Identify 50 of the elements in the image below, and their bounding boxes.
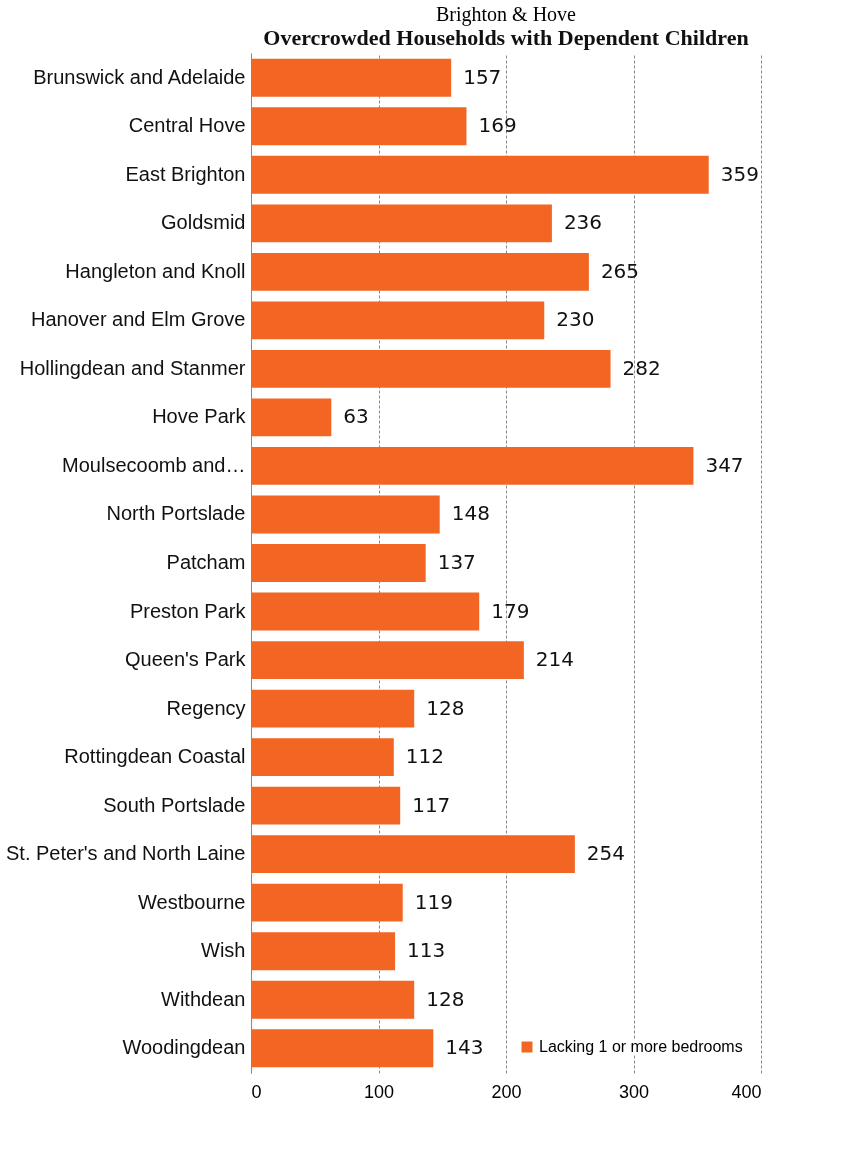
legend-label: Lacking 1 or more bedrooms: [539, 1038, 743, 1055]
y-tick-label: Rottingdean Coastal: [64, 745, 246, 768]
data-label: 179: [491, 598, 530, 623]
y-tick-label: Westbourne: [138, 890, 246, 913]
y-tick-label: Woodingdean: [122, 1036, 246, 1059]
x-tick-label: 200: [491, 1081, 522, 1102]
y-tick-label: Hove Park: [152, 405, 247, 428]
y-tick-label: Wish: [201, 939, 246, 962]
data-label: 143: [445, 1035, 484, 1060]
y-tick-label: Queen's Park: [124, 648, 247, 671]
data-label: 359: [720, 161, 759, 186]
data-label: 169: [478, 113, 517, 138]
y-tick-label: South Portslade: [103, 793, 246, 816]
data-label: 254: [586, 841, 626, 866]
y-tick-label: Moulsecoomb and…: [62, 453, 246, 476]
y-tick-label: Hanover and Elm Grove: [30, 308, 246, 331]
y-tick-label: St. Peter's and North Laine: [5, 842, 246, 865]
data-label: 137: [437, 550, 476, 574]
data-label: 113: [407, 938, 446, 963]
x-tick-label: 300: [618, 1081, 650, 1102]
y-tick-label: Brunswick and Adelaide: [33, 65, 246, 88]
y-tick-label: North Portslade: [106, 502, 246, 525]
y-tick-label: Goldsmid: [161, 211, 246, 234]
x-tick-label: 0: [251, 1081, 262, 1102]
chart-title: Brighton & Hove: [436, 3, 577, 26]
data-label: 236: [563, 210, 603, 235]
data-label: 347: [705, 452, 744, 477]
data-label: 230: [556, 307, 595, 332]
data-label: 117: [412, 792, 451, 817]
data-label: 148: [451, 501, 490, 526]
data-label: 128: [426, 986, 465, 1011]
data-label: 157: [463, 64, 502, 89]
y-tick-label: Hollingdean and Stanmer: [19, 356, 246, 379]
data-label: 128: [426, 695, 465, 720]
y-tick-label: Patcham: [166, 551, 246, 573]
data-label: 119: [414, 889, 453, 914]
y-tick-label: Withdean: [161, 987, 246, 1010]
data-label: 63: [343, 404, 369, 429]
x-tick-label: 100: [363, 1081, 395, 1102]
y-tick-label: Regency: [166, 696, 246, 719]
y-tick-label: Preston Park: [129, 599, 247, 622]
x-tick-label: 400: [731, 1081, 762, 1102]
chart-subtitle: Overcrowded Households with Dependent Children: [263, 25, 749, 50]
data-label: 282: [622, 355, 661, 380]
y-tick-label: Central Hove: [128, 114, 246, 137]
y-tick-label: East Brighton: [125, 162, 246, 185]
data-label: 112: [405, 744, 444, 769]
y-tick-label: Hangleton and Knoll: [65, 259, 246, 282]
data-label: 214: [535, 647, 575, 672]
data-label: 265: [600, 258, 640, 283]
